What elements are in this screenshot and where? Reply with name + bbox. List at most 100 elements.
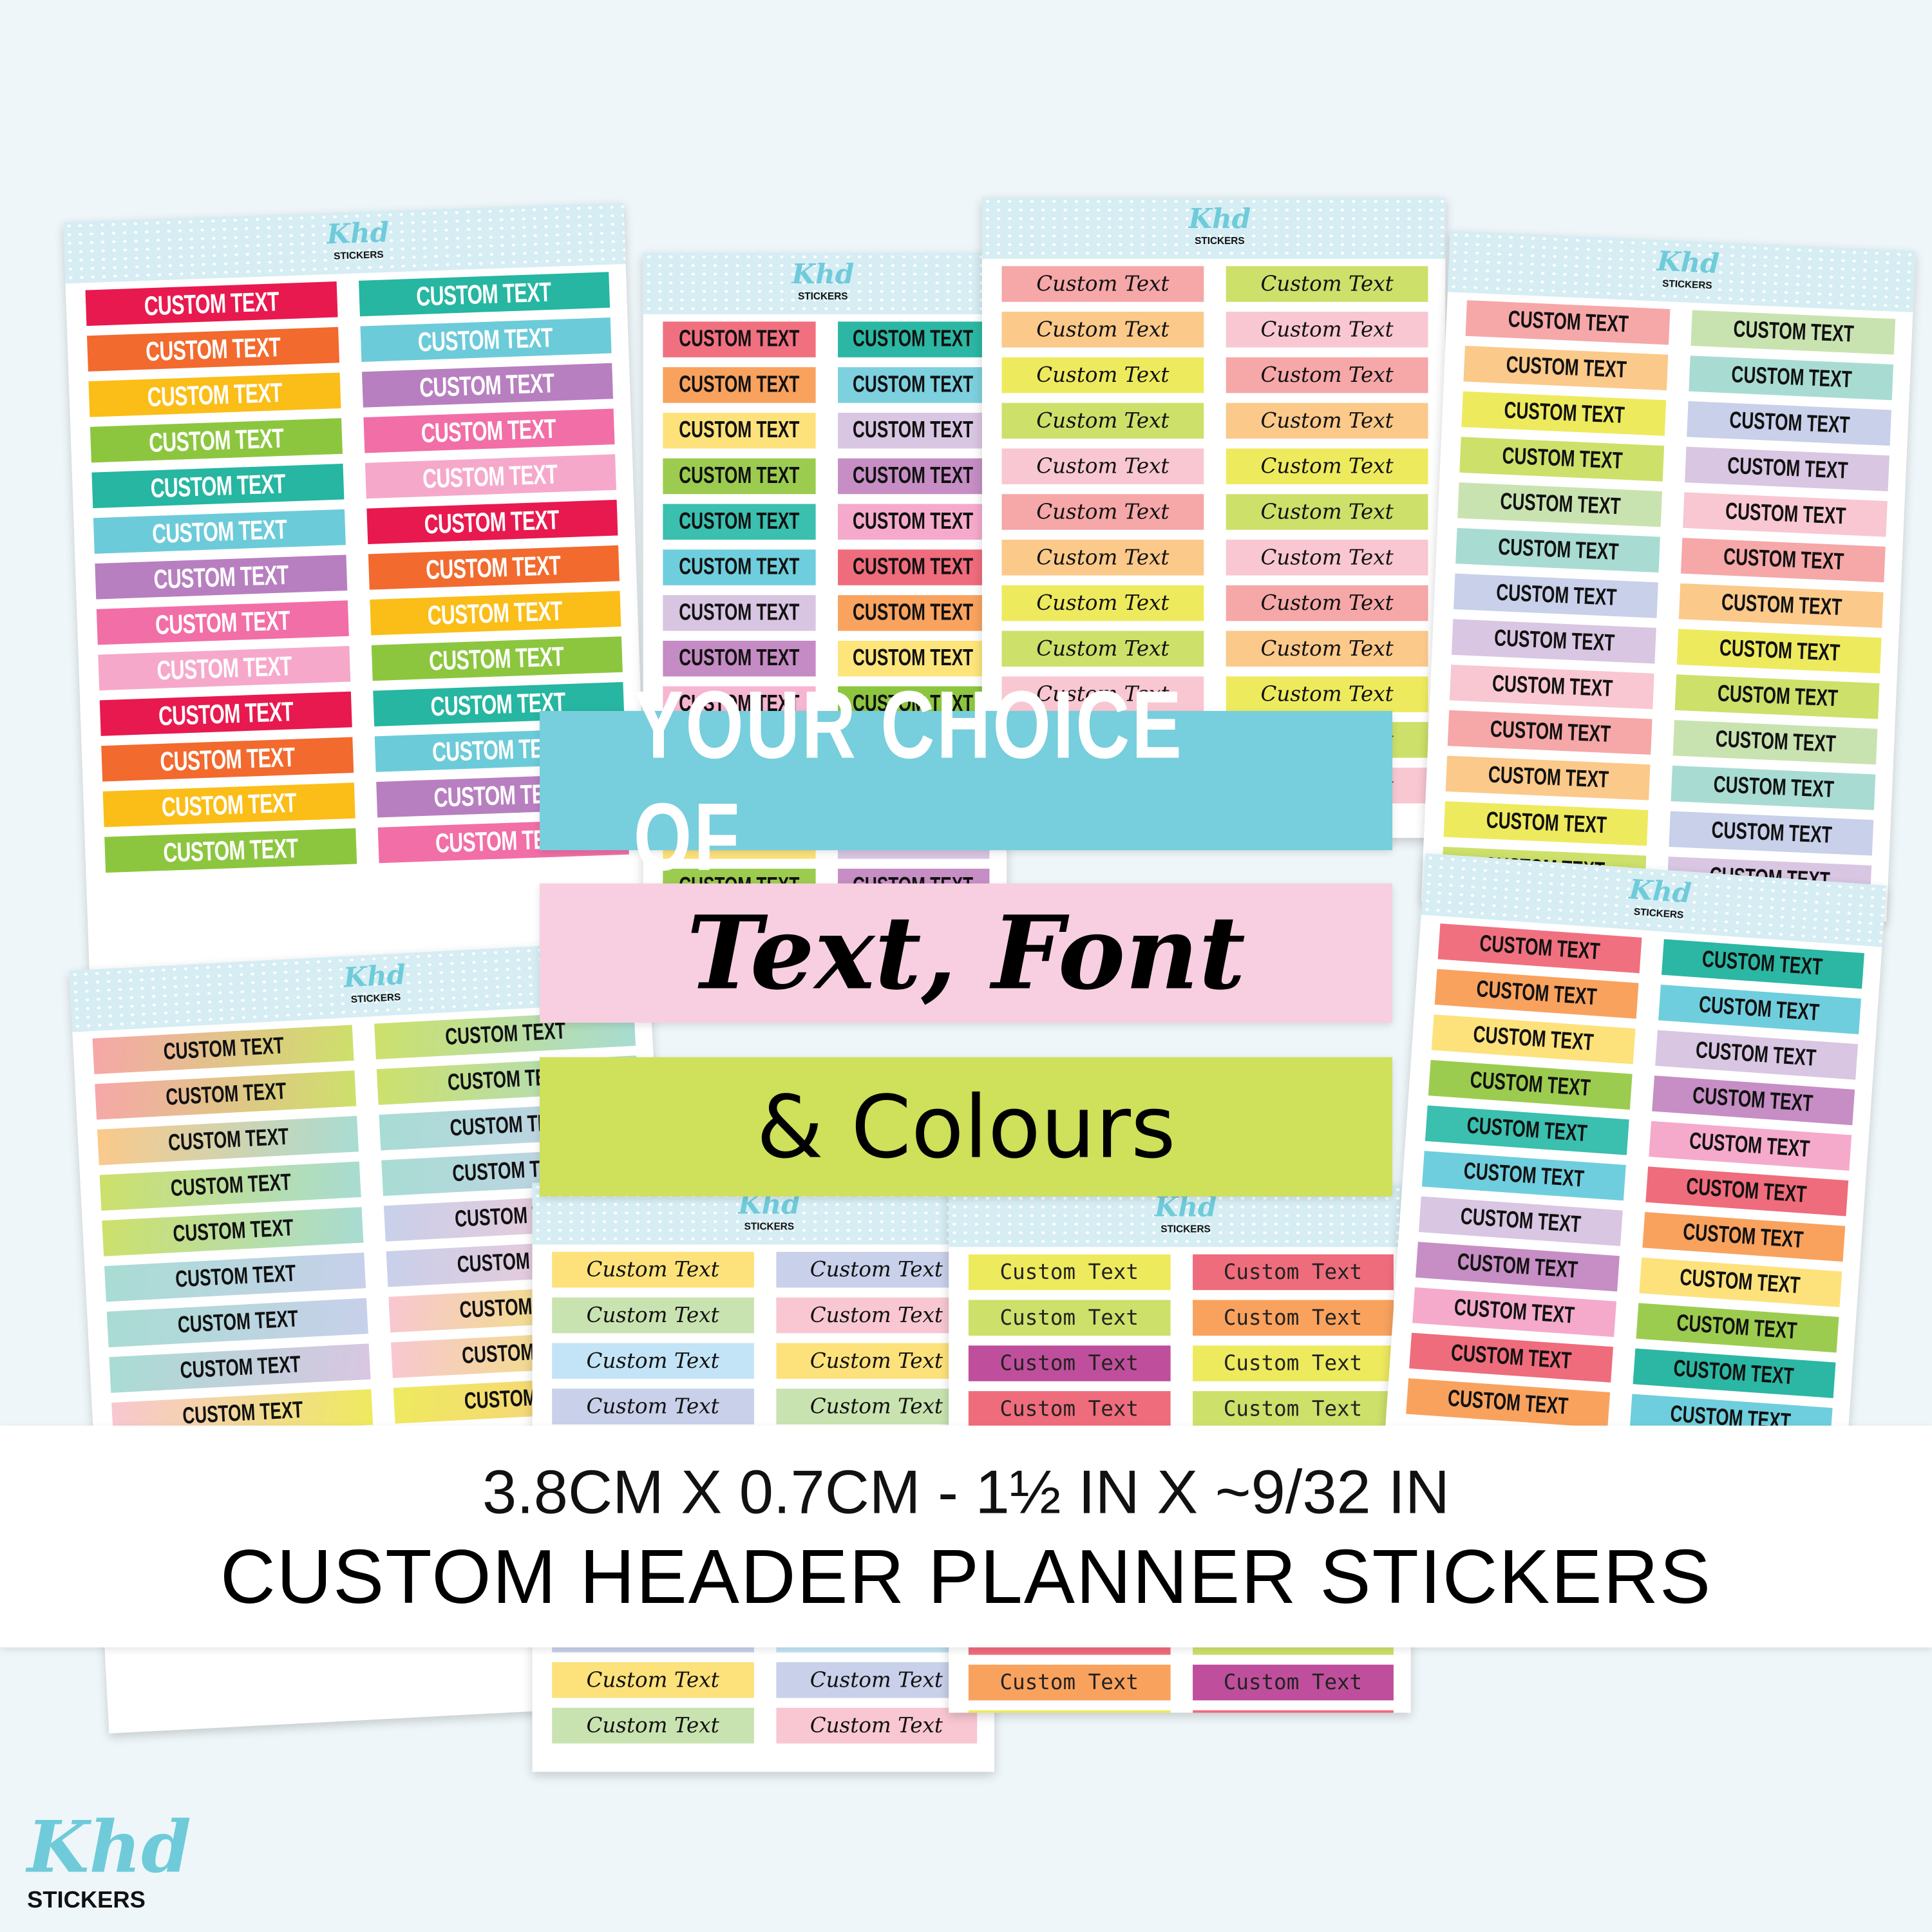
sticker-label: CUSTOM TEXT xyxy=(97,1115,359,1166)
sticker-label: CUSTOM TEXT xyxy=(1689,355,1894,401)
sheet-logo-mark: Khd xyxy=(1628,873,1692,911)
sticker-label-text: Custom Text xyxy=(586,1257,719,1282)
sticker-label-text: Custom Text xyxy=(1260,271,1394,297)
sticker-label: CUSTOM TEXT xyxy=(1463,345,1669,391)
sticker-label-text: CUSTOM TEXT xyxy=(1672,1355,1795,1390)
sticker-label: Custom Text xyxy=(1001,494,1204,530)
sticker-label: CUSTOM TEXT xyxy=(361,363,614,408)
sticker-label: CUSTOM TEXT xyxy=(1425,1105,1629,1155)
sticker-label: CUSTOM TEXT xyxy=(90,418,342,463)
sticker-label: CUSTOM TEXT xyxy=(837,504,990,540)
banner-text-font: Text, Font xyxy=(540,883,1393,1023)
sticker-label-text: CUSTOM TEXT xyxy=(853,508,974,535)
sticker-label-text: Custom Text xyxy=(586,1667,719,1692)
sticker-label: CUSTOM TEXT xyxy=(1654,1030,1859,1080)
sticker-label-text: CUSTOM TEXT xyxy=(1716,680,1838,712)
sticker-label: CUSTOM TEXT xyxy=(663,504,815,540)
label-grid: CUSTOM TEXT CUSTOM TEXT CUSTOM TEXT CUSTOM … xyxy=(1422,292,1913,902)
sticker-label: Custom Text xyxy=(968,1391,1170,1427)
sticker-label-text: CUSTOM TEXT xyxy=(1692,1083,1814,1117)
sticker-label-text: CUSTOM TEXT xyxy=(159,741,296,777)
sticker-label: Custom Text xyxy=(1226,676,1428,712)
sticker-label: CUSTOM TEXT xyxy=(369,591,621,636)
sticker-label: CUSTOM TEXT xyxy=(1645,1166,1849,1217)
sticker-label-text: CUSTOM TEXT xyxy=(169,1169,292,1202)
sticker-label-text: CUSTOM TEXT xyxy=(148,422,284,458)
sticker-label-text: Custom Text xyxy=(1223,1350,1363,1376)
sticker-label: CUSTOM TEXT xyxy=(1437,923,1642,974)
sticker-label: CUSTOM TEXT xyxy=(837,549,990,585)
sticker-label: CUSTOM TEXT xyxy=(1669,811,1874,856)
sticker-label: CUSTOM TEXT xyxy=(1638,1257,1842,1307)
banner-colours: & Colours xyxy=(540,1057,1393,1197)
sheet-logo: Khd STICKERS xyxy=(1155,1192,1217,1236)
sticker-label-text: CUSTOM TEXT xyxy=(678,599,800,625)
sticker-label-text: Custom Text xyxy=(1260,591,1394,616)
sticker-label: CUSTOM TEXT xyxy=(95,1070,357,1120)
sticker-label-text: Custom Text xyxy=(1260,363,1394,388)
sticker-label: Custom Text xyxy=(552,1251,753,1288)
sheet-logo-mark: Khd xyxy=(791,258,855,291)
sticker-label: CUSTOM TEXT xyxy=(104,1252,366,1302)
sticker-label: Custom Text xyxy=(1226,585,1428,621)
sticker-label-text: CUSTOM TEXT xyxy=(1493,625,1615,657)
sticker-label-text: CUSTOM TEXT xyxy=(1456,1249,1578,1283)
sticker-label-text: CUSTOM TEXT xyxy=(160,786,297,822)
sticker-label-text: CUSTOM TEXT xyxy=(1487,761,1609,793)
sticker-label-text: CUSTOM TEXT xyxy=(151,513,287,549)
sheet-logo-mark: Khd xyxy=(1188,203,1251,236)
sticker-label: CUSTOM TEXT xyxy=(1451,619,1656,664)
sticker-label-text: CUSTOM TEXT xyxy=(154,604,290,640)
sticker-label: CUSTOM TEXT xyxy=(363,408,615,453)
sticker-label-text: Custom Text xyxy=(999,1305,1139,1331)
sticker-label: CUSTOM TEXT xyxy=(1661,939,1864,989)
sticker-label: CUSTOM TEXT xyxy=(1680,538,1886,583)
sticker-label-text: CUSTOM TEXT xyxy=(1507,306,1629,337)
sticker-label: Custom Text xyxy=(1001,676,1204,712)
sticker-label-text: CUSTOM TEXT xyxy=(429,640,565,676)
sticker-label-text: CUSTOM TEXT xyxy=(1718,635,1841,667)
sticker-label: CUSTOM TEXT xyxy=(1434,969,1638,1019)
sticker-label-text: Custom Text xyxy=(586,1303,719,1328)
sticker-label-text: CUSTOM TEXT xyxy=(1459,1203,1582,1238)
sticker-label: CUSTOM TEXT xyxy=(1449,664,1654,710)
sticker-label-text: CUSTOM TEXT xyxy=(853,371,974,398)
sticker-label: CUSTOM TEXT xyxy=(366,500,618,545)
sticker-label: Custom Text xyxy=(968,1345,1170,1381)
sheet-logo-word: STICKERS xyxy=(350,991,401,1005)
brand-logo: Khd STICKERS xyxy=(27,1806,191,1915)
sticker-label: Custom Text xyxy=(1226,494,1428,530)
sticker-label-text: CUSTOM TEXT xyxy=(1478,931,1601,965)
sticker-label-text: CUSTOM TEXT xyxy=(421,412,557,448)
sheet-logo: Khd STICKERS xyxy=(327,217,390,263)
sticker-label-text: CUSTOM TEXT xyxy=(1724,498,1846,530)
sticker-label: CUSTOM TEXT xyxy=(104,828,357,873)
sticker-label: CUSTOM TEXT xyxy=(837,367,990,403)
sticker-label: Custom Text xyxy=(1192,1391,1394,1427)
sticker-label-text: Custom Text xyxy=(810,1303,943,1328)
sticker-label: Custom Text xyxy=(1001,312,1204,348)
sticker-label-text: Custom Text xyxy=(1260,454,1394,479)
sticker-sheet-pastel-bold: Khd STICKERS CUSTOM TEXT CUSTOM TEXT CUSTOM … xyxy=(1421,230,1916,922)
sticker-label-text: CUSTOM TEXT xyxy=(853,645,974,671)
sticker-label: CUSTOM TEXT xyxy=(99,1161,361,1211)
sheet-logo-word: STICKERS xyxy=(1195,235,1245,247)
sticker-label-text: Custom Text xyxy=(999,1260,1139,1285)
sticker-label: CUSTOM TEXT xyxy=(358,272,611,317)
sticker-label-text: CUSTOM TEXT xyxy=(1502,397,1625,429)
sticker-label-text: CUSTOM TEXT xyxy=(1712,772,1834,803)
sticker-label-text: CUSTOM TEXT xyxy=(1728,407,1850,439)
sticker-label: Custom Text xyxy=(1226,630,1428,667)
sticker-label-text: CUSTOM TEXT xyxy=(178,1351,301,1384)
sticker-label-text: CUSTOM TEXT xyxy=(1489,716,1611,748)
sticker-label-text: Custom Text xyxy=(1036,682,1170,707)
info-band: 3.8CM X 0.7CM - 1½ IN X ~9/32 IN CUSTOM … xyxy=(0,1425,1932,1648)
sticker-label-text: CUSTOM TEXT xyxy=(1714,726,1836,757)
sticker-label: Custom Text xyxy=(775,1662,978,1698)
sticker-label-text: CUSTOM TEXT xyxy=(145,330,281,366)
sticker-label: CUSTOM TEXT xyxy=(1690,310,1896,355)
sticker-label: CUSTOM TEXT xyxy=(1447,710,1653,755)
sticker-label: CUSTOM TEXT xyxy=(98,646,350,691)
sticker-label-text: Custom Text xyxy=(810,1394,943,1419)
sticker-label: CUSTOM TEXT xyxy=(364,454,616,499)
